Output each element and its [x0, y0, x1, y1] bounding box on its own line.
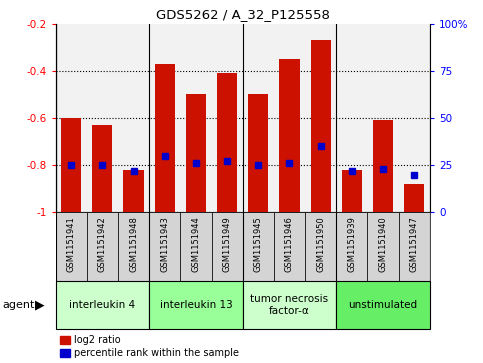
Bar — [180, 212, 212, 281]
Bar — [368, 212, 398, 281]
Bar — [305, 212, 336, 281]
Text: interleukin 13: interleukin 13 — [159, 300, 232, 310]
Text: unstimulated: unstimulated — [349, 300, 418, 310]
Text: GSM1151942: GSM1151942 — [98, 216, 107, 272]
Bar — [398, 212, 430, 281]
Bar — [56, 212, 87, 281]
Bar — [217, 73, 237, 212]
Text: interleukin 4: interleukin 4 — [69, 300, 135, 310]
Bar — [61, 118, 81, 212]
Bar — [373, 120, 393, 212]
Bar — [248, 94, 269, 212]
Bar — [311, 40, 331, 212]
Text: GSM1151948: GSM1151948 — [129, 216, 138, 272]
Text: GSM1151950: GSM1151950 — [316, 216, 325, 272]
Text: tumor necrosis
factor-α: tumor necrosis factor-α — [251, 294, 328, 316]
Bar — [274, 212, 305, 281]
Title: GDS5262 / A_32_P125558: GDS5262 / A_32_P125558 — [156, 8, 329, 21]
Bar — [56, 281, 149, 329]
Bar — [149, 212, 180, 281]
Legend: log2 ratio, percentile rank within the sample: log2 ratio, percentile rank within the s… — [60, 335, 239, 358]
Bar — [87, 212, 118, 281]
Bar — [242, 212, 274, 281]
Text: GSM1151940: GSM1151940 — [379, 216, 387, 272]
Text: GSM1151947: GSM1151947 — [410, 216, 419, 272]
Bar — [336, 281, 430, 329]
Bar — [404, 184, 425, 212]
Text: GSM1151944: GSM1151944 — [191, 216, 200, 272]
Text: ▶: ▶ — [35, 298, 44, 311]
Bar — [242, 281, 336, 329]
Bar — [123, 170, 143, 212]
Text: GSM1151949: GSM1151949 — [223, 216, 232, 272]
Bar — [212, 212, 242, 281]
Text: GSM1151939: GSM1151939 — [347, 216, 356, 272]
Text: agent: agent — [2, 300, 35, 310]
Text: GSM1151943: GSM1151943 — [160, 216, 169, 272]
Bar — [118, 212, 149, 281]
Bar — [279, 59, 299, 212]
Text: GSM1151941: GSM1151941 — [67, 216, 76, 272]
Bar — [336, 212, 368, 281]
Bar — [149, 281, 242, 329]
Bar — [92, 125, 113, 212]
Text: GSM1151946: GSM1151946 — [285, 216, 294, 272]
Bar — [155, 64, 175, 212]
Bar — [342, 170, 362, 212]
Bar — [186, 94, 206, 212]
Text: GSM1151945: GSM1151945 — [254, 216, 263, 272]
